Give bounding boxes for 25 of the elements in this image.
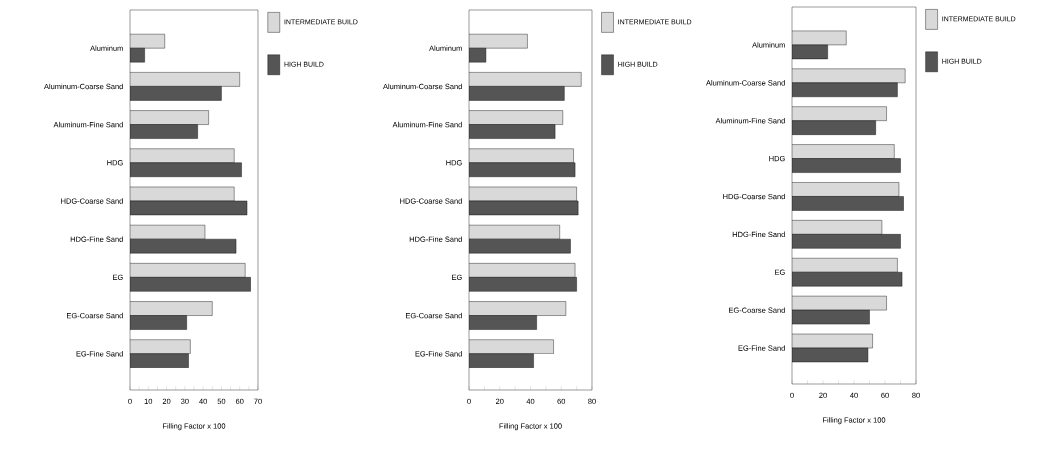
bar [469,86,565,101]
bar [130,339,191,354]
bar [469,124,556,139]
bar [130,148,235,163]
bar [469,315,537,330]
bar [130,110,209,125]
bar [130,353,189,368]
bar [469,353,534,368]
bar [469,277,577,292]
bar [130,277,251,292]
bar [130,315,187,330]
bar [469,33,528,49]
bar [469,162,576,177]
bar [130,86,222,101]
bar [130,162,242,177]
bar [130,72,240,87]
bar [130,263,246,278]
bar [469,148,574,163]
bar [469,301,567,316]
bar [469,339,554,354]
bar [469,72,582,87]
bar [130,124,198,139]
bar [469,110,563,125]
bar [469,263,576,278]
bar [130,301,213,316]
